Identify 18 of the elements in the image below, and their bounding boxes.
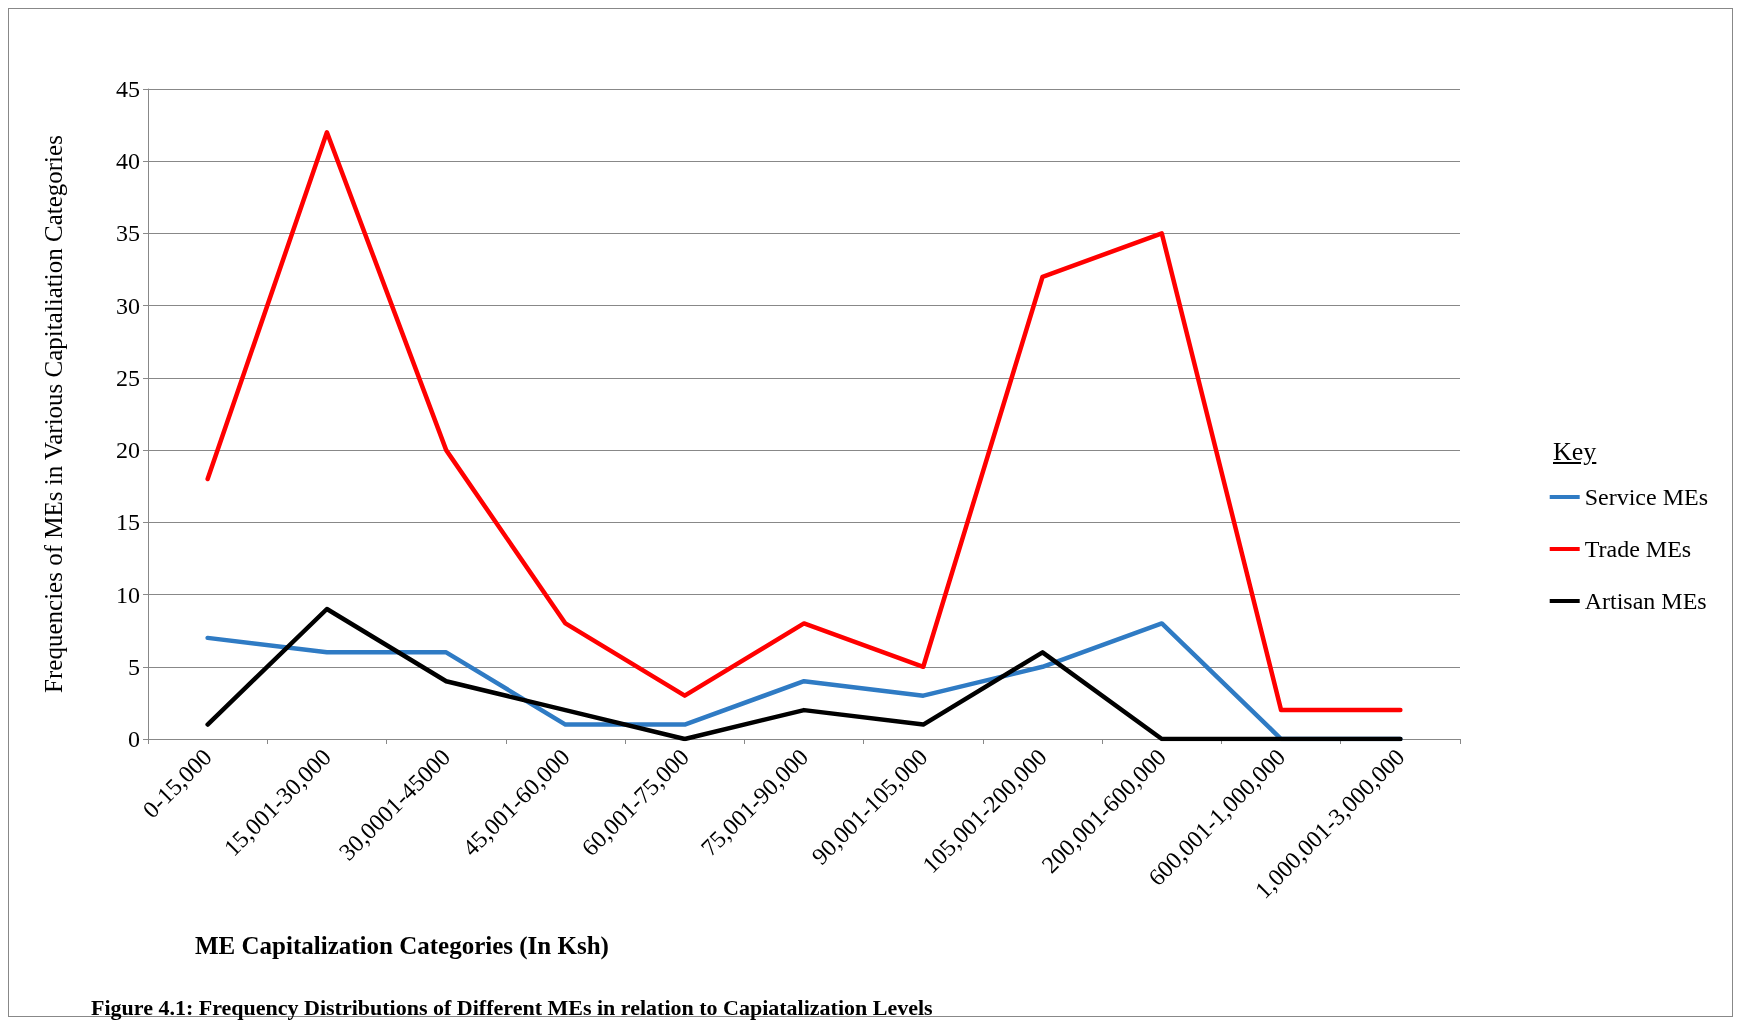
y-tick-label: 0 <box>128 726 140 752</box>
y-tick-label: 35 <box>116 220 140 247</box>
y-tick-label: 25 <box>116 364 140 391</box>
y-tick-label: 20 <box>116 437 140 464</box>
y-tick-label: 30 <box>116 292 140 319</box>
caption: Figure 4.1: Frequency Distributions of Different MEs in relation to Capiatalization Levels <box>91 995 933 1021</box>
line-series <box>205 130 1403 713</box>
legend-label: Artisan MEs <box>1584 588 1707 614</box>
y-tick-label: 15 <box>116 509 140 536</box>
y-tick-label: 45 <box>116 76 140 102</box>
y-axis-title: Frequencies of MEs in Various Capitaliation Categories <box>40 135 67 693</box>
legend-label: Trade MEs <box>1584 536 1692 562</box>
x-axis-title: ME Capitalization Categories (In Ksh) <box>195 932 609 960</box>
y-tick-label: 5 <box>128 653 140 680</box>
y-tick-label: 40 <box>116 148 140 175</box>
y-tick-label: 10 <box>116 581 140 608</box>
legend-label: Service MEs <box>1584 484 1709 510</box>
legend-title: Key <box>1553 437 1597 467</box>
